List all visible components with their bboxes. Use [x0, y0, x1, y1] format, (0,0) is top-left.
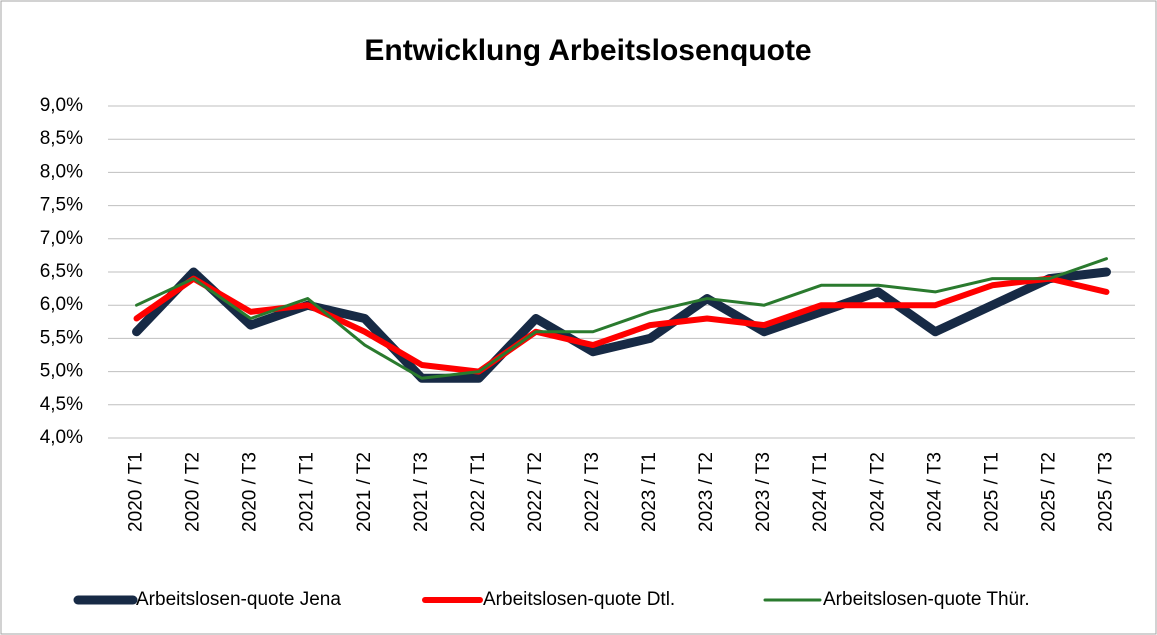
- y-tick-label: 7,0%: [40, 228, 83, 249]
- x-tick-label: 2023 / T2: [696, 452, 717, 532]
- x-tick-label: 2023 / T1: [639, 452, 660, 532]
- x-tick-label: 2024 / T1: [810, 452, 831, 532]
- y-tick-label: 5,5%: [40, 327, 83, 348]
- x-tick-label: 2023 / T3: [753, 452, 774, 532]
- x-tick-label: 2020 / T2: [183, 452, 204, 532]
- legend-label: Arbeitslosen-quote Jena: [136, 589, 341, 610]
- y-tick-label: 7,5%: [40, 195, 83, 216]
- y-tick-label: 8,0%: [40, 161, 83, 182]
- x-tick-label: 2025 / T3: [1095, 452, 1116, 532]
- x-tick-label: 2024 / T3: [924, 452, 945, 532]
- x-tick-label: 2022 / T3: [582, 452, 603, 532]
- x-tick-label: 2021 / T3: [411, 452, 432, 532]
- y-tick-label: 5,0%: [40, 361, 83, 382]
- chart-title: Entwicklung Arbeitslosenquote: [364, 34, 811, 67]
- y-tick-label: 6,5%: [40, 261, 83, 282]
- x-tick-label: 2025 / T2: [1038, 452, 1059, 532]
- x-tick-label: 2021 / T2: [354, 452, 375, 532]
- series-line: [135, 257, 1108, 380]
- y-tick-label: 8,5%: [40, 128, 83, 149]
- legend-label: Arbeitslosen-quote Dtl.: [483, 589, 675, 610]
- x-tick-label: 2024 / T2: [867, 452, 888, 532]
- x-tick-label: 2021 / T1: [297, 452, 318, 532]
- x-tick-label: 2025 / T1: [981, 452, 1002, 532]
- series-line: [133, 275, 1110, 375]
- y-tick-label: 6,0%: [40, 294, 83, 315]
- x-tick-label: 2022 / T2: [525, 452, 546, 532]
- legend-label: Arbeitslosen-quote Thür.: [823, 589, 1030, 610]
- x-tick-label: 2022 / T1: [468, 452, 489, 532]
- x-tick-label: 2020 / T1: [126, 452, 147, 532]
- x-tick-label: 2020 / T3: [240, 452, 261, 532]
- y-tick-label: 9,0%: [40, 95, 83, 116]
- y-tick-label: 4,5%: [40, 394, 83, 415]
- y-tick-label: 4,0%: [40, 427, 83, 448]
